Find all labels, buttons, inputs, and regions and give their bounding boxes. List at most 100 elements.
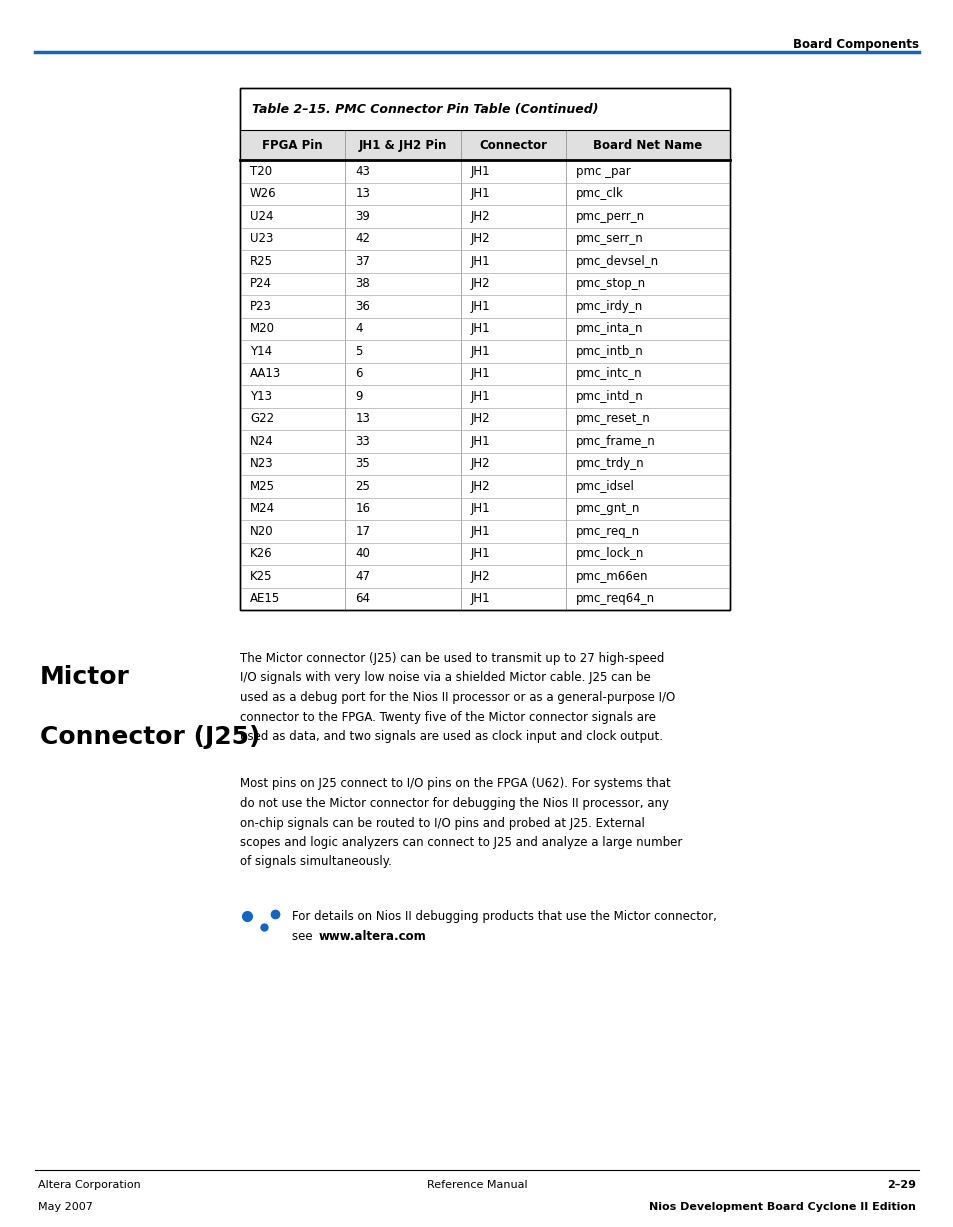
Text: pmc_intd_n: pmc_intd_n bbox=[576, 390, 643, 402]
Text: JH2: JH2 bbox=[470, 232, 490, 245]
Text: JH2: JH2 bbox=[470, 210, 490, 223]
Text: pmc_gnt_n: pmc_gnt_n bbox=[576, 502, 639, 515]
Text: JH2: JH2 bbox=[470, 277, 490, 291]
Text: P23: P23 bbox=[250, 299, 272, 313]
Text: JH2: JH2 bbox=[470, 480, 490, 493]
Text: JH2: JH2 bbox=[470, 458, 490, 470]
Text: pmc_serr_n: pmc_serr_n bbox=[576, 232, 643, 245]
Text: pmc_intb_n: pmc_intb_n bbox=[576, 345, 643, 358]
Text: JH1: JH1 bbox=[470, 502, 490, 515]
Text: pmc_m66en: pmc_m66en bbox=[576, 569, 648, 583]
Text: Mictor: Mictor bbox=[40, 665, 130, 690]
Text: pmc_perr_n: pmc_perr_n bbox=[576, 210, 644, 223]
Text: Reference Manual: Reference Manual bbox=[426, 1180, 527, 1190]
Text: Board Components: Board Components bbox=[792, 38, 918, 52]
Bar bbox=[240, 88, 729, 610]
Text: The Mictor connector (J25) can be used to transmit up to 27 high-speed: The Mictor connector (J25) can be used t… bbox=[240, 652, 663, 665]
Text: Most pins on J25 connect to I/O pins on the FPGA (U62). For systems that: Most pins on J25 connect to I/O pins on … bbox=[240, 778, 670, 790]
Text: 16: 16 bbox=[355, 502, 370, 515]
Text: pmc_frame_n: pmc_frame_n bbox=[576, 434, 655, 448]
Text: .: . bbox=[403, 930, 407, 942]
Text: JH1: JH1 bbox=[470, 255, 490, 267]
Text: pmc_clk: pmc_clk bbox=[576, 188, 623, 200]
Text: M20: M20 bbox=[250, 323, 274, 335]
Text: N20: N20 bbox=[250, 525, 274, 537]
Text: JH2: JH2 bbox=[470, 569, 490, 583]
Text: pmc_devsel_n: pmc_devsel_n bbox=[576, 255, 659, 267]
Text: pmc_idsel: pmc_idsel bbox=[576, 480, 634, 493]
Text: 25: 25 bbox=[355, 480, 370, 493]
Text: JH2: JH2 bbox=[470, 412, 490, 426]
Text: 2–29: 2–29 bbox=[886, 1180, 915, 1190]
Text: pmc_trdy_n: pmc_trdy_n bbox=[576, 458, 644, 470]
Text: pmc_irdy_n: pmc_irdy_n bbox=[576, 299, 642, 313]
Text: JH1 & JH2 Pin: JH1 & JH2 Pin bbox=[358, 139, 447, 151]
Text: Board Net Name: Board Net Name bbox=[593, 139, 701, 151]
Text: JH1: JH1 bbox=[470, 164, 490, 178]
Text: JH1: JH1 bbox=[470, 367, 490, 380]
Text: 9: 9 bbox=[355, 390, 362, 402]
Text: 43: 43 bbox=[355, 164, 370, 178]
Text: 4: 4 bbox=[355, 323, 362, 335]
Text: pmc_req64_n: pmc_req64_n bbox=[576, 593, 655, 605]
Bar bbox=[240, 88, 729, 610]
Text: Connector: Connector bbox=[478, 139, 547, 151]
Text: pmc_req_n: pmc_req_n bbox=[576, 525, 639, 537]
Text: pmc_inta_n: pmc_inta_n bbox=[576, 323, 642, 335]
Bar bbox=[240, 130, 729, 160]
Text: JH1: JH1 bbox=[470, 323, 490, 335]
Text: JH1: JH1 bbox=[470, 525, 490, 537]
Text: JH1: JH1 bbox=[470, 434, 490, 448]
Text: Altera Corporation: Altera Corporation bbox=[38, 1180, 141, 1190]
Text: K26: K26 bbox=[250, 547, 273, 561]
Text: R25: R25 bbox=[250, 255, 273, 267]
Text: pmc_stop_n: pmc_stop_n bbox=[576, 277, 645, 291]
Text: Nios Development Board Cyclone II Edition: Nios Development Board Cyclone II Editio… bbox=[648, 1202, 915, 1212]
Text: 42: 42 bbox=[355, 232, 370, 245]
Text: pmc_reset_n: pmc_reset_n bbox=[576, 412, 650, 426]
Text: Table 2–15. PMC Connector Pin Table (Continued): Table 2–15. PMC Connector Pin Table (Con… bbox=[252, 103, 598, 115]
Text: 64: 64 bbox=[355, 593, 370, 605]
Text: T20: T20 bbox=[250, 164, 272, 178]
Text: JH1: JH1 bbox=[470, 299, 490, 313]
Text: 47: 47 bbox=[355, 569, 370, 583]
Text: Y14: Y14 bbox=[250, 345, 272, 358]
Text: used as data, and two signals are used as clock input and clock output.: used as data, and two signals are used a… bbox=[240, 730, 662, 744]
Text: see: see bbox=[292, 930, 316, 942]
Text: scopes and logic analyzers can connect to J25 and analyze a large number: scopes and logic analyzers can connect t… bbox=[240, 836, 681, 849]
Text: www.altera.com: www.altera.com bbox=[318, 930, 426, 942]
Text: 37: 37 bbox=[355, 255, 370, 267]
Text: For details on Nios II debugging products that use the Mictor connector,: For details on Nios II debugging product… bbox=[292, 910, 716, 923]
Text: 13: 13 bbox=[355, 412, 370, 426]
Text: Y13: Y13 bbox=[250, 390, 272, 402]
Text: JH1: JH1 bbox=[470, 188, 490, 200]
Text: N24: N24 bbox=[250, 434, 274, 448]
Text: I/O signals with very low noise via a shielded Mictor cable. J25 can be: I/O signals with very low noise via a sh… bbox=[240, 671, 650, 685]
Text: U23: U23 bbox=[250, 232, 274, 245]
Text: May 2007: May 2007 bbox=[38, 1202, 92, 1212]
Text: 38: 38 bbox=[355, 277, 370, 291]
Text: U24: U24 bbox=[250, 210, 274, 223]
Text: 35: 35 bbox=[355, 458, 370, 470]
Text: JH1: JH1 bbox=[470, 547, 490, 561]
Text: pmc _par: pmc _par bbox=[576, 164, 630, 178]
Text: JH1: JH1 bbox=[470, 390, 490, 402]
Text: 36: 36 bbox=[355, 299, 370, 313]
Text: AA13: AA13 bbox=[250, 367, 281, 380]
Text: 6: 6 bbox=[355, 367, 362, 380]
Text: P24: P24 bbox=[250, 277, 272, 291]
Text: AE15: AE15 bbox=[250, 593, 280, 605]
Text: used as a debug port for the Nios II processor or as a general-purpose I/O: used as a debug port for the Nios II pro… bbox=[240, 691, 675, 704]
Text: on-chip signals can be routed to I/O pins and probed at J25. External: on-chip signals can be routed to I/O pin… bbox=[240, 816, 644, 829]
Text: JH1: JH1 bbox=[470, 593, 490, 605]
Text: of signals simultaneously.: of signals simultaneously. bbox=[240, 855, 392, 869]
Text: N23: N23 bbox=[250, 458, 274, 470]
Text: JH1: JH1 bbox=[470, 345, 490, 358]
Text: 39: 39 bbox=[355, 210, 370, 223]
Text: 5: 5 bbox=[355, 345, 362, 358]
Text: FPGA Pin: FPGA Pin bbox=[262, 139, 323, 151]
Text: 17: 17 bbox=[355, 525, 370, 537]
Text: 13: 13 bbox=[355, 188, 370, 200]
Text: pmc_intc_n: pmc_intc_n bbox=[576, 367, 641, 380]
Text: K25: K25 bbox=[250, 569, 273, 583]
